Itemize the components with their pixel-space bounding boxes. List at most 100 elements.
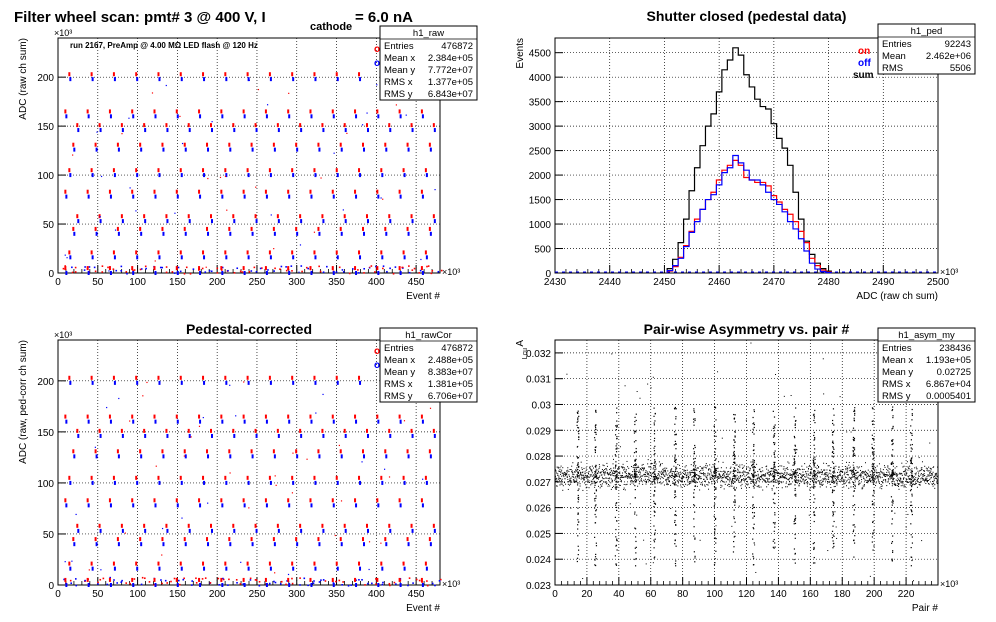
data-point (565, 472, 567, 474)
data-point (116, 582, 118, 584)
data-point (901, 462, 903, 464)
data-point (882, 479, 884, 481)
spike-point (873, 545, 875, 547)
data-point (614, 472, 616, 474)
data-point-on (116, 537, 119, 542)
data-point (903, 465, 905, 467)
data-point-on (224, 475, 227, 480)
spike-point (635, 431, 637, 433)
data-point (768, 474, 770, 476)
spike-point (852, 438, 854, 441)
spike-point (734, 504, 736, 506)
data-point (350, 584, 353, 586)
data-point (742, 471, 744, 473)
spike-point (634, 459, 637, 462)
y-axis-label: Events (515, 38, 526, 69)
y-tick-label: 100 (37, 479, 54, 490)
spike-point (675, 484, 677, 486)
data-point (870, 479, 872, 481)
data-point (405, 114, 407, 116)
data-point (587, 476, 589, 478)
spike-point (773, 452, 775, 454)
data-point-off (73, 542, 76, 547)
data-point (627, 474, 629, 476)
spike-point (693, 424, 695, 426)
data-point (881, 480, 883, 482)
data-point (803, 482, 805, 484)
data-point (866, 477, 868, 479)
data-point (580, 478, 582, 480)
data-point (788, 478, 790, 480)
data-point (914, 478, 916, 480)
spike-point (715, 496, 717, 498)
data-point-off (318, 231, 321, 236)
data-point (97, 583, 99, 585)
data-point (768, 478, 770, 480)
data-point (607, 473, 609, 475)
data-point-off (95, 542, 98, 547)
spike-point (693, 463, 695, 465)
data-point (759, 476, 761, 478)
data-point (720, 486, 722, 488)
data-point (937, 466, 939, 468)
spike-point (595, 495, 597, 497)
data-point (740, 475, 742, 477)
y-tick-label: 1500 (529, 196, 552, 207)
data-point (719, 470, 721, 472)
spike-point (674, 408, 676, 410)
data-point-off (176, 503, 179, 508)
data-point (705, 476, 707, 478)
data-point (600, 472, 602, 474)
spike-point (595, 411, 597, 413)
data-point (933, 480, 935, 482)
data-point (618, 466, 620, 468)
spike-point (814, 458, 816, 461)
data-point (785, 477, 787, 479)
data-point (750, 461, 752, 463)
data-point (825, 476, 827, 478)
outlier-point (639, 397, 641, 399)
spike-point (577, 494, 579, 497)
spike-point (854, 412, 856, 415)
y-tick-label: 200 (37, 73, 54, 84)
data-point (814, 471, 816, 473)
spike-point (890, 474, 893, 476)
data-point-off (288, 271, 291, 275)
data-point-off (176, 271, 179, 275)
data-point (749, 469, 751, 471)
data-point (557, 481, 559, 483)
spike-point (871, 434, 873, 436)
data-point-off (73, 147, 76, 152)
data-point-off (199, 419, 202, 424)
data-point-on (183, 142, 186, 147)
spike-point (892, 449, 894, 451)
spike-point (675, 434, 677, 436)
data-point (872, 464, 874, 466)
spike-point (853, 409, 856, 411)
data-point (809, 472, 811, 474)
data-point (932, 467, 934, 469)
data-point (864, 471, 866, 473)
outlier-point (929, 442, 931, 444)
x-tick-label: 300 (288, 589, 305, 600)
data-point (925, 467, 927, 469)
data-point (228, 578, 230, 581)
data-point (841, 477, 843, 479)
spike-point (813, 520, 815, 523)
data-point (705, 475, 707, 477)
spike-point (891, 501, 893, 503)
data-point (579, 477, 581, 479)
data-point-on (309, 414, 312, 419)
spike-point (675, 510, 677, 512)
outlier-point (924, 470, 926, 472)
data-point-off (288, 419, 291, 424)
data-point (778, 472, 780, 474)
spike-point (813, 419, 815, 422)
data-point (613, 485, 615, 487)
data-point (898, 488, 900, 490)
data-point (744, 479, 746, 481)
spike-point (694, 466, 696, 468)
data-point (928, 475, 930, 477)
data-point (318, 265, 320, 268)
data-point (925, 477, 927, 479)
